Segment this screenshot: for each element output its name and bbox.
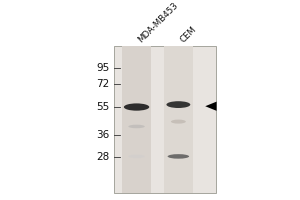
Ellipse shape [128, 155, 145, 158]
Bar [164, 46, 193, 193]
Text: MDA-MB453: MDA-MB453 [136, 1, 180, 45]
Text: 95: 95 [96, 63, 110, 73]
Polygon shape [205, 102, 217, 111]
Text: 28: 28 [96, 152, 110, 162]
Text: 36: 36 [96, 130, 110, 140]
Text: CEM: CEM [178, 25, 198, 45]
Ellipse shape [168, 154, 189, 159]
Text: 72: 72 [96, 79, 110, 89]
Text: 55: 55 [96, 102, 110, 112]
Ellipse shape [171, 120, 186, 124]
Bar [114, 46, 216, 193]
Ellipse shape [167, 101, 190, 108]
Bar [122, 46, 151, 193]
Ellipse shape [124, 103, 149, 111]
Ellipse shape [128, 125, 145, 128]
